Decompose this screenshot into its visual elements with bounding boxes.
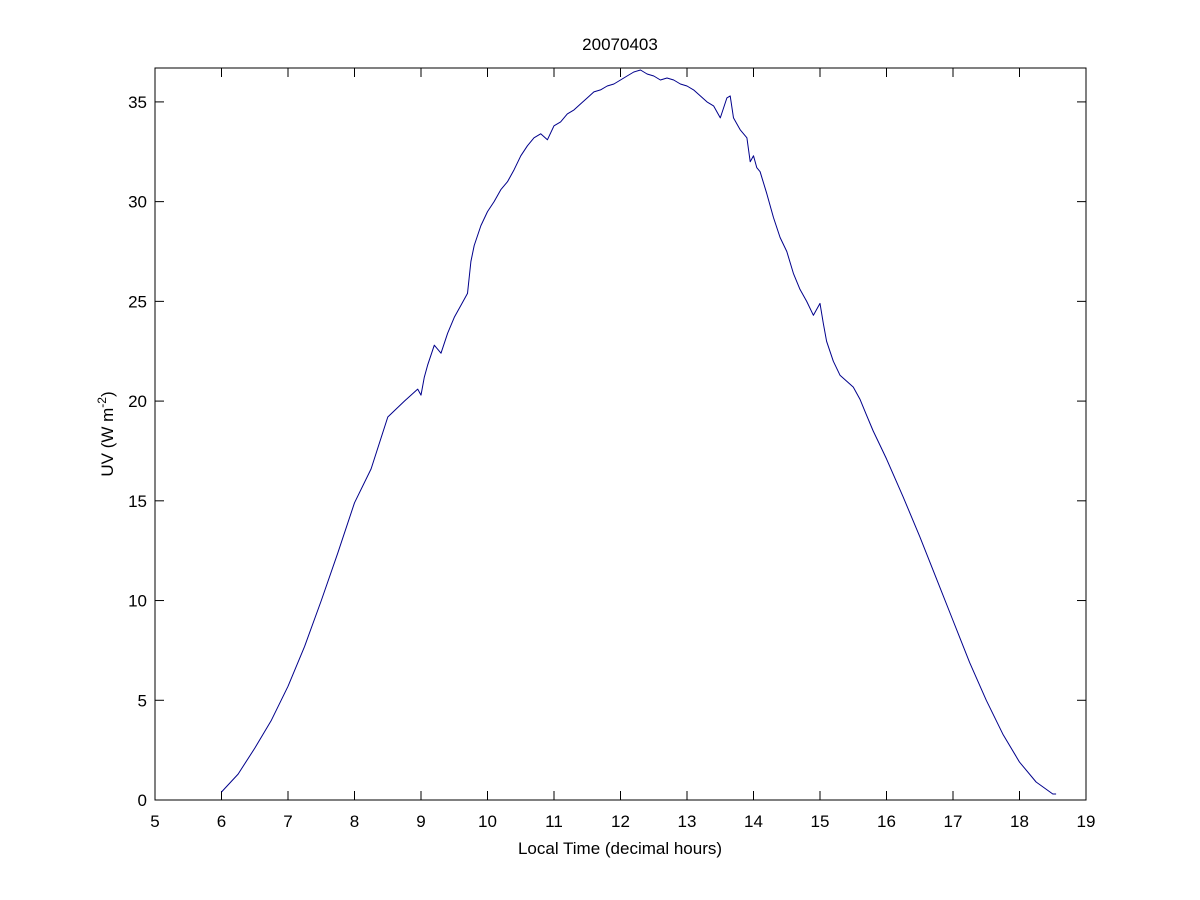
x-tick-label: 13 (678, 812, 697, 831)
x-tick-label: 8 (350, 812, 359, 831)
x-tick-label: 16 (877, 812, 896, 831)
y-tick-label: 5 (138, 691, 147, 710)
y-tick-label: 20 (128, 392, 147, 411)
x-tick-label: 18 (1010, 812, 1029, 831)
x-tick-label: 9 (416, 812, 425, 831)
y-tick-label: 35 (128, 93, 147, 112)
x-tick-label: 6 (217, 812, 226, 831)
x-tick-label: 10 (478, 812, 497, 831)
chart-title: 20070403 (582, 35, 658, 54)
y-axis-label: UV (W m-2) (95, 391, 117, 476)
y-axis-label-close: ) (98, 391, 117, 397)
x-tick-label: 11 (545, 812, 563, 831)
x-tick-label: 14 (744, 812, 763, 831)
y-axis-label-base: UV (W m (98, 408, 117, 477)
y-axis-ticks: 0 5 10 15 20 25 30 35 (128, 93, 1086, 810)
y-tick-label: 0 (138, 791, 147, 810)
x-tick-label: 7 (283, 812, 292, 831)
x-tick-label: 12 (611, 812, 630, 831)
y-tick-label: 30 (128, 193, 147, 212)
x-tick-label: 17 (944, 812, 963, 831)
series-line-1 (221, 69, 1057, 795)
series-layer (221, 69, 1057, 795)
y-axis-label-superscript: -2 (95, 397, 109, 408)
x-tick-label: 19 (1077, 812, 1096, 831)
x-axis-ticks: 5 6 7 8 9 10 11 12 13 14 15 16 17 18 19 (150, 68, 1095, 831)
y-tick-label: 10 (128, 592, 147, 611)
y-tick-label: 15 (128, 492, 147, 511)
axes-box (154, 67, 1087, 801)
x-axis-label: Local Time (decimal hours) (518, 839, 722, 858)
x-tick-label: 15 (811, 812, 830, 831)
y-tick-label: 25 (128, 292, 147, 311)
x-tick-label: 5 (150, 812, 159, 831)
